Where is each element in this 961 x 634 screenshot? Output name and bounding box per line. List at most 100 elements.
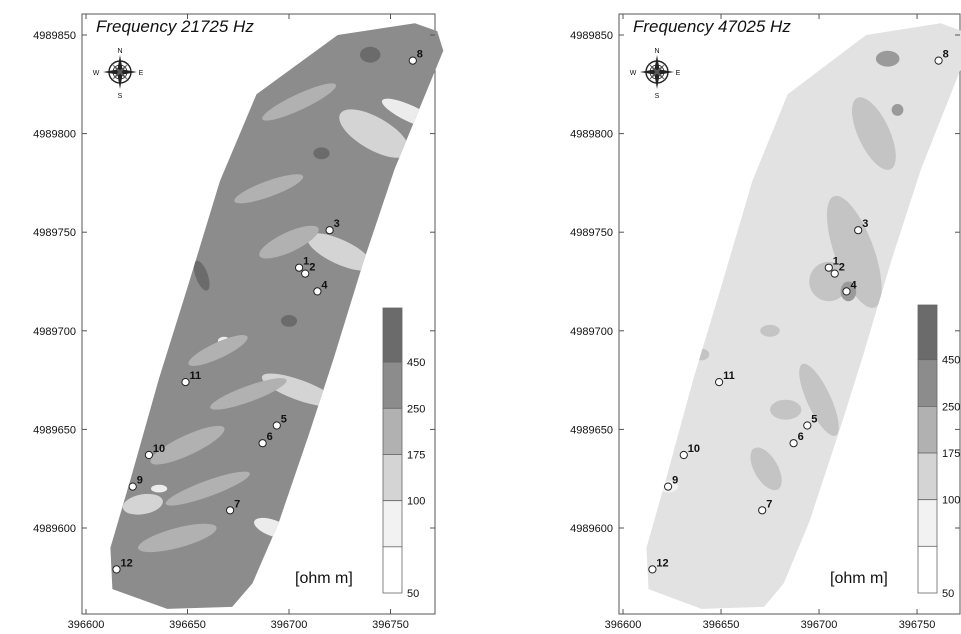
x-tick-label: 396650 [703, 619, 740, 631]
y-tick-label: 4989700 [570, 326, 613, 338]
compass-rose-icon: N S W E [93, 48, 144, 100]
sample-point-label: 1 [303, 256, 309, 268]
sample-point-2 [301, 269, 310, 278]
sample-point-6 [789, 439, 798, 448]
sample-point-4 [842, 287, 851, 296]
sample-point-label: 5 [281, 414, 287, 426]
sample-point-4 [313, 287, 322, 296]
legend-unit: [ohm m] [830, 570, 888, 587]
legend-label: 175 [942, 448, 960, 460]
zone-hi [280, 315, 298, 327]
resistivity-zones [658, 50, 904, 493]
sample-point-label: 4 [851, 279, 858, 291]
y-tick-label: 4989850 [33, 30, 76, 42]
zone-low [122, 493, 163, 515]
legend-label: 250 [942, 401, 960, 413]
sample-point-label: 5 [811, 414, 817, 426]
y-tick-label: 4989600 [570, 523, 613, 535]
zone-mid [826, 195, 882, 308]
legend-swatch [382, 307, 403, 363]
sample-point-5 [272, 421, 281, 430]
map-panel-47025hz: Frequency 47025 Hz N S W E 396600 396650 396700… [570, 13, 961, 631]
zone-low [339, 109, 410, 158]
sample-point-8 [934, 56, 943, 65]
y-tick-label: 4989850 [570, 30, 613, 42]
x-tick-label: 396600 [605, 619, 642, 631]
x-tick-label: 396700 [271, 619, 308, 631]
sample-point-label: 10 [688, 443, 700, 455]
zone-mid [165, 471, 250, 506]
sample-point-label: 12 [121, 557, 133, 569]
sample-point-label: 6 [267, 431, 273, 443]
sample-point-5 [803, 421, 812, 430]
zone-mid [851, 97, 896, 170]
sample-point-10 [679, 450, 688, 460]
zone-mid [770, 399, 802, 420]
zone-mid [259, 225, 319, 259]
map-title: Frequency 47025 Hz [633, 17, 791, 36]
sample-point-6 [258, 439, 267, 448]
sample-point-label: 9 [672, 475, 678, 487]
legend-label: 450 [407, 357, 425, 369]
color-legend: 450 250 175 100 50 [ohm m] [830, 304, 960, 600]
sample-point-label: 2 [839, 262, 845, 274]
survey-strip [646, 23, 961, 609]
sample-point-label: 8 [943, 49, 949, 61]
compass-label: W [93, 70, 100, 77]
zone-mid [210, 378, 287, 410]
sample-point-2 [830, 269, 839, 278]
sample-point-label: 11 [723, 370, 735, 382]
x-tick-label: 396750 [899, 619, 936, 631]
sample-point-11 [715, 378, 724, 387]
y-tick-label: 4989650 [33, 424, 76, 436]
compass-label: E [139, 70, 144, 77]
sample-point-7 [226, 506, 235, 515]
zone-hi [360, 46, 381, 63]
compass-label: N [117, 48, 122, 55]
sample-point-label: 11 [190, 370, 202, 382]
legend-swatch [917, 452, 938, 501]
zone-mid [750, 447, 782, 491]
legend-swatch [382, 454, 403, 502]
sample-point-label: 7 [766, 498, 772, 510]
y-tick-label: 4989750 [570, 227, 613, 239]
x-tick-label: 396750 [372, 619, 409, 631]
map-panel-21725hz: Frequency 21725 Hz N S W E 396600 396650 396700… [33, 13, 444, 631]
legend-swatch [382, 546, 403, 594]
compass-rose-icon: N S W E [630, 48, 681, 100]
legend-label: 100 [407, 496, 425, 508]
sample-point-12 [112, 565, 121, 574]
legend-label: 50 [942, 588, 954, 600]
sample-point-label: 8 [417, 49, 423, 61]
map-title: Frequency 21725 Hz [96, 17, 254, 36]
y-tick-label: 4989650 [570, 424, 613, 436]
legend-swatch [917, 359, 938, 407]
x-tick-label: 396650 [169, 619, 206, 631]
sample-point-7 [758, 506, 767, 515]
color-legend: 450 250 175 100 50 [ohm m] [295, 307, 425, 600]
zone-mid [234, 174, 304, 204]
zone-hi [891, 104, 904, 116]
sample-point-label: 3 [334, 218, 340, 230]
y-tick-label: 4989750 [33, 227, 76, 239]
compass-label: E [676, 70, 681, 77]
sample-point-label: 4 [321, 279, 328, 291]
compass-label: W [630, 70, 637, 77]
legend-swatch [382, 407, 403, 455]
sample-point-label: 3 [862, 218, 868, 230]
legend-swatch [917, 405, 938, 454]
sample-point-label: 2 [309, 262, 315, 274]
y-tick-label: 4989600 [33, 523, 76, 535]
legend-swatch [382, 500, 403, 548]
zone-hi [313, 147, 330, 160]
zone-mid [188, 335, 248, 366]
sample-point-3 [854, 226, 863, 235]
x-tick-label: 396600 [68, 619, 105, 631]
legend-swatch [917, 545, 938, 594]
sample-point-8 [408, 56, 417, 65]
sample-point-10 [144, 450, 153, 460]
legend-label: 50 [407, 588, 419, 600]
y-tick-label: 4989800 [33, 129, 76, 141]
zone-hi [193, 260, 210, 291]
